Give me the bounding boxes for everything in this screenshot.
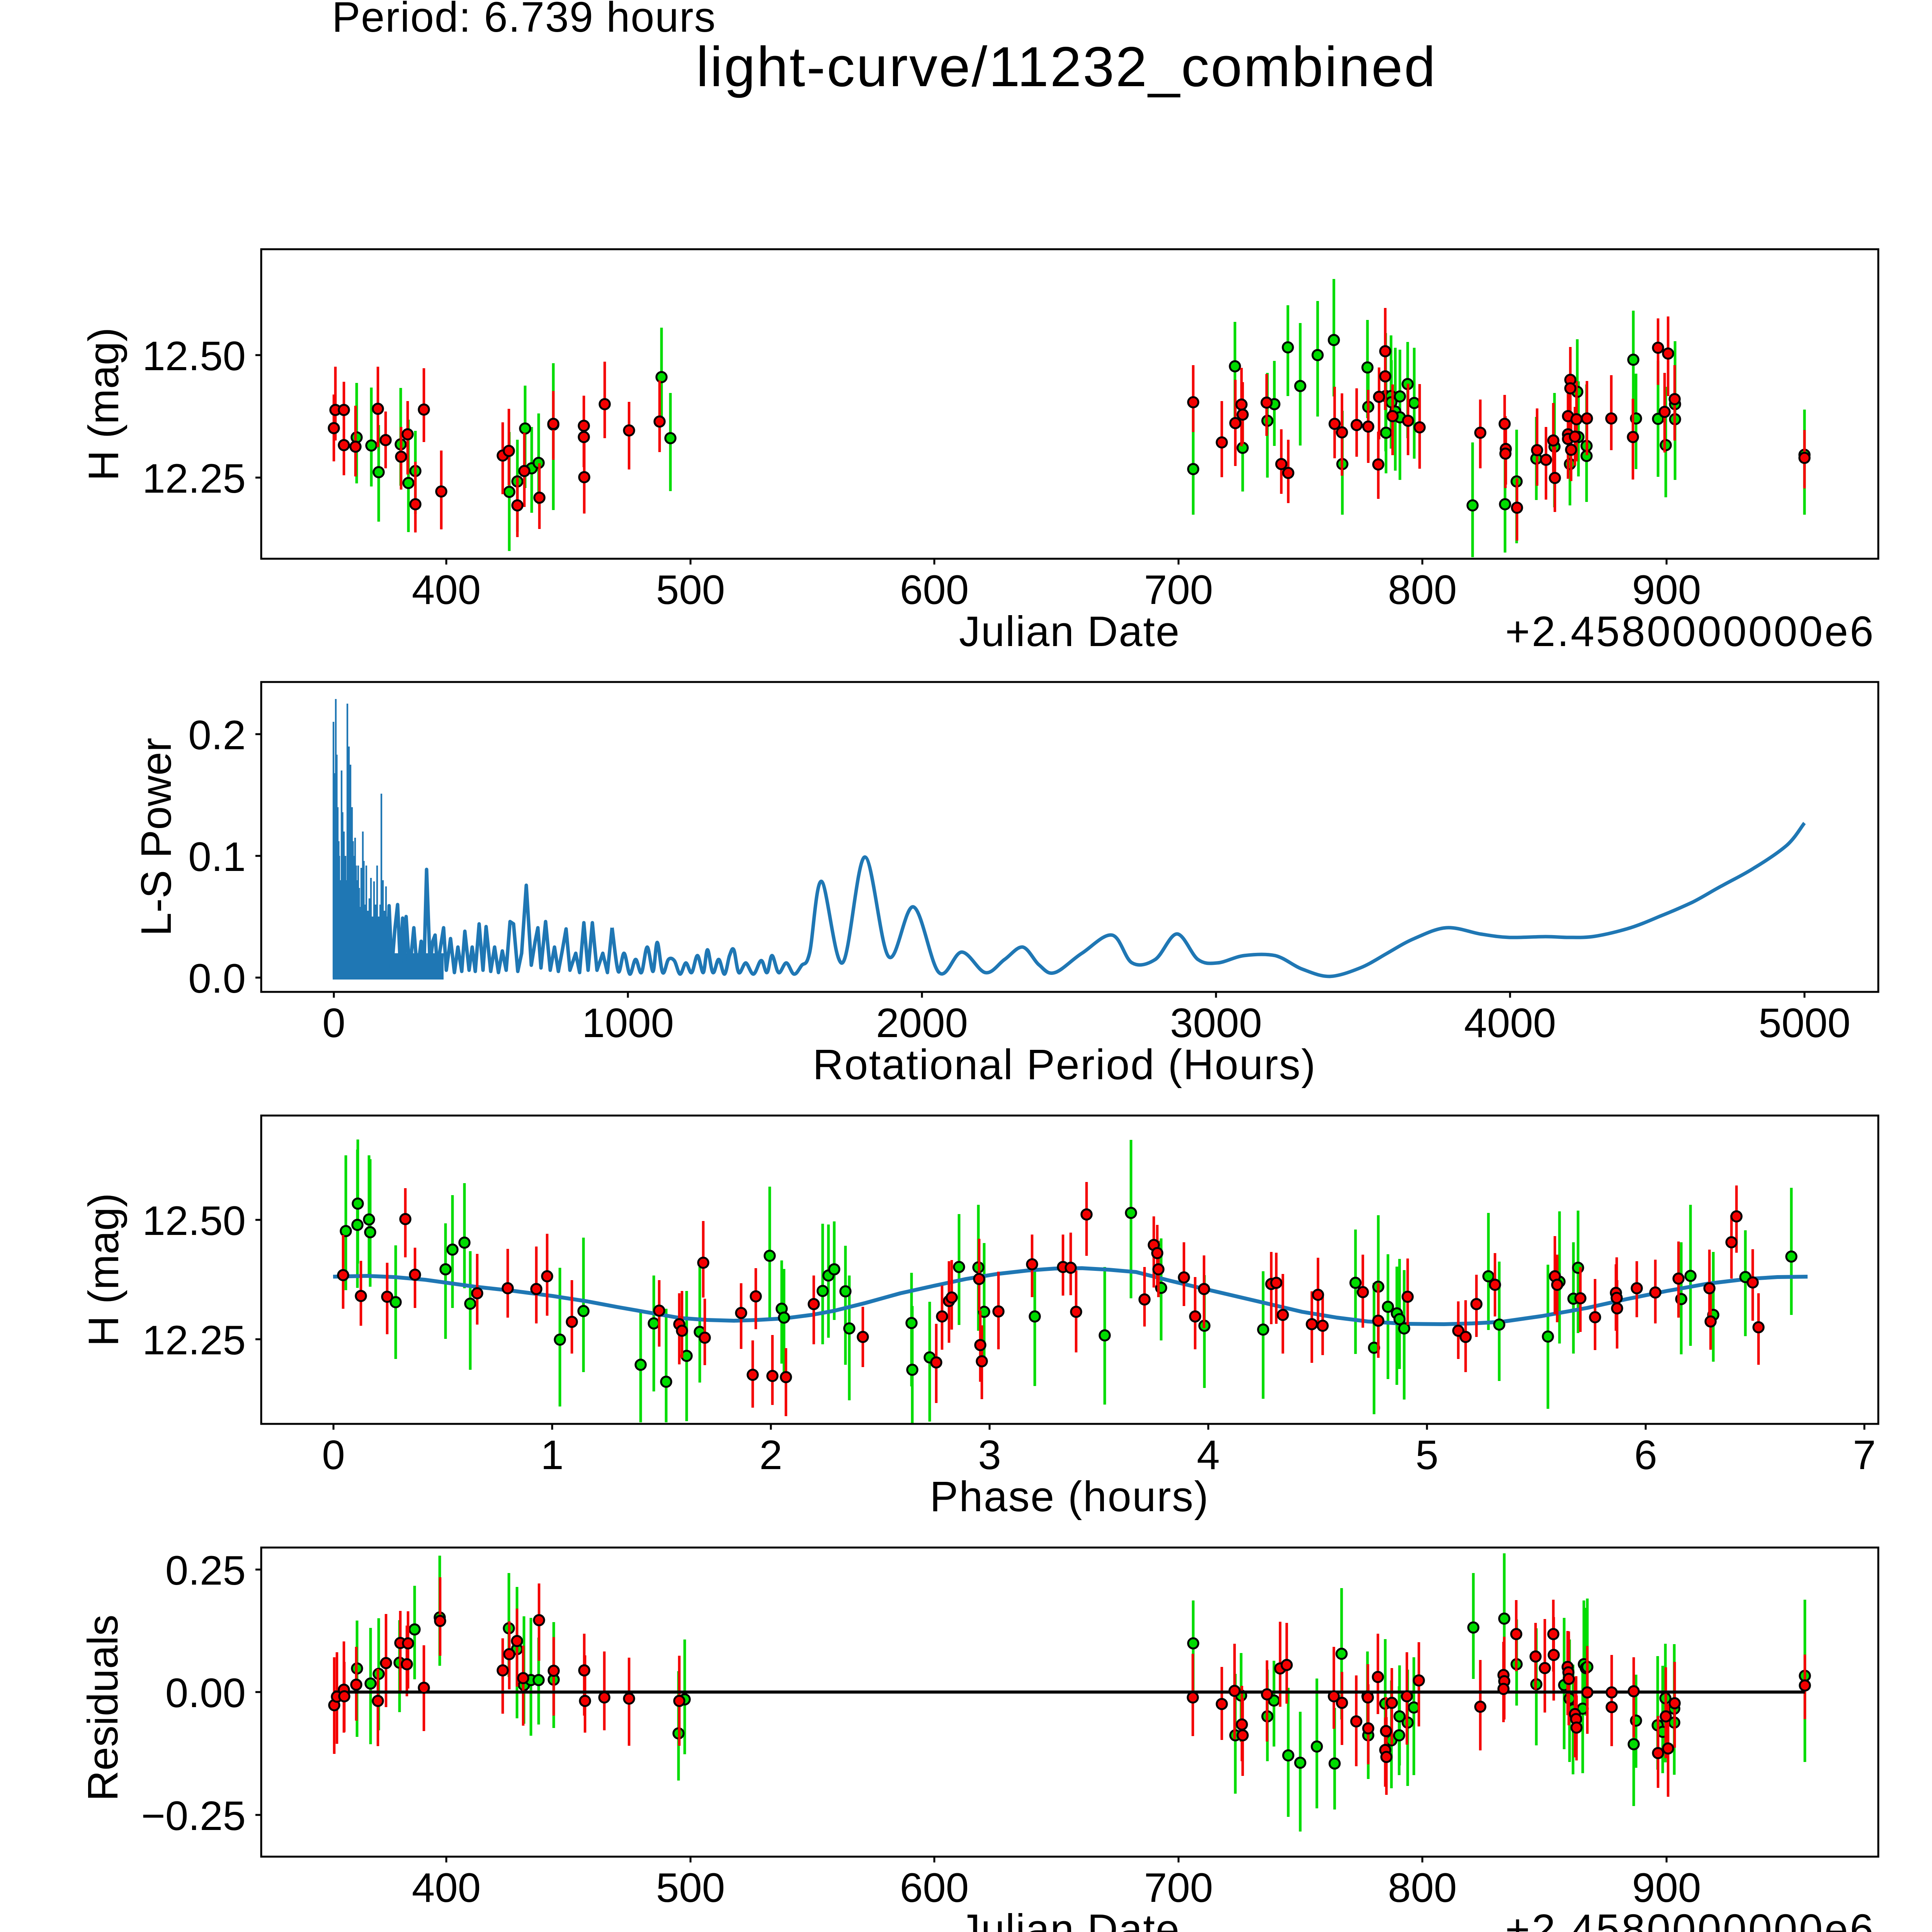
svg-text:+2.4580000000e6: +2.4580000000e6: [1505, 1906, 1875, 1932]
svg-text:Period: 6.739 hours: Period: 6.739 hours: [332, 0, 716, 41]
svg-text:+2.4580000000e6: +2.4580000000e6: [1505, 608, 1875, 655]
svg-text:−0.25: −0.25: [141, 1793, 246, 1839]
svg-text:700: 700: [1144, 566, 1213, 613]
svg-text:700: 700: [1144, 1864, 1213, 1911]
svg-text:7: 7: [1853, 1432, 1876, 1478]
svg-text:light-curve/11232_combined: light-curve/11232_combined: [696, 35, 1437, 98]
svg-text:4000: 4000: [1464, 1000, 1556, 1046]
svg-text:0.25: 0.25: [165, 1547, 246, 1594]
svg-text:900: 900: [1632, 566, 1701, 613]
svg-text:0.00: 0.00: [165, 1670, 246, 1716]
svg-text:500: 500: [656, 566, 725, 613]
svg-text:12.25: 12.25: [142, 455, 246, 502]
svg-text:800: 800: [1388, 1864, 1457, 1911]
svg-text:4: 4: [1197, 1432, 1220, 1478]
svg-text:400: 400: [412, 1864, 481, 1911]
svg-text:0.0: 0.0: [188, 955, 246, 1002]
svg-text:12.50: 12.50: [142, 1197, 246, 1244]
svg-text:6: 6: [1634, 1432, 1657, 1478]
svg-text:1000: 1000: [582, 1000, 674, 1046]
svg-text:2000: 2000: [876, 1000, 968, 1046]
svg-text:3000: 3000: [1170, 1000, 1262, 1046]
svg-text:900: 900: [1632, 1864, 1701, 1911]
svg-text:Julian Date: Julian Date: [959, 1906, 1180, 1932]
svg-text:800: 800: [1388, 566, 1457, 613]
svg-text:0.2: 0.2: [188, 712, 246, 758]
svg-text:5000: 5000: [1759, 1000, 1850, 1046]
svg-text:L-S Power: L-S Power: [133, 738, 180, 936]
svg-text:400: 400: [412, 566, 481, 613]
svg-text:500: 500: [656, 1864, 725, 1911]
svg-text:3: 3: [978, 1432, 1001, 1478]
svg-text:Residuals: Residuals: [79, 1614, 127, 1801]
svg-text:600: 600: [900, 566, 969, 613]
svg-text:H (mag): H (mag): [80, 1193, 128, 1346]
svg-text:1: 1: [541, 1432, 564, 1478]
svg-text:12.25: 12.25: [142, 1317, 246, 1363]
svg-text:5: 5: [1415, 1432, 1439, 1478]
svg-text:2: 2: [759, 1432, 782, 1478]
svg-text:0: 0: [322, 1000, 345, 1046]
svg-text:0.1: 0.1: [188, 833, 246, 880]
svg-text:Phase (hours): Phase (hours): [930, 1473, 1209, 1520]
svg-text:0: 0: [322, 1432, 345, 1478]
svg-text:H (mag): H (mag): [80, 327, 128, 481]
svg-text:12.50: 12.50: [142, 333, 246, 379]
svg-text:600: 600: [900, 1864, 969, 1911]
svg-text:Julian Date: Julian Date: [959, 608, 1180, 655]
svg-text:Rotational Period (Hours): Rotational Period (Hours): [813, 1041, 1316, 1088]
